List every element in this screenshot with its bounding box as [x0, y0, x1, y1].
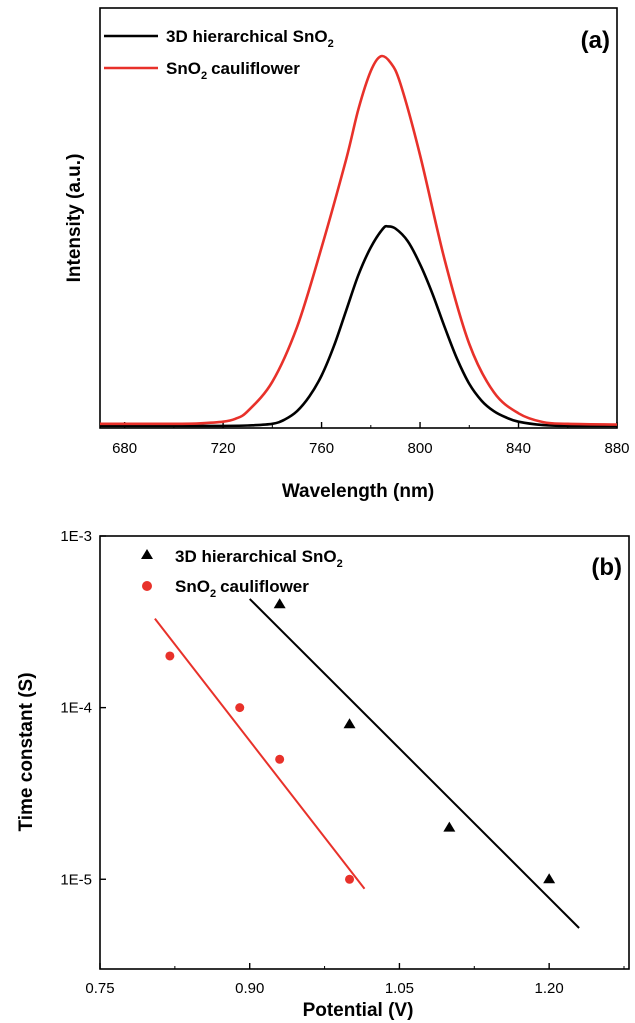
- panel-a-legend-label-cauliflower: SnO2 cauliflower: [166, 59, 300, 82]
- panel-a-x-tick-labels: 680 720 760 800 840 880: [112, 440, 629, 457]
- panel-b-3d-hierarchical-point: [443, 821, 456, 832]
- panel-b-cauliflower-point: [235, 703, 245, 713]
- panel-b-series: [154, 598, 580, 929]
- panel-b-x-axis-title: Potential (V): [303, 1000, 414, 1021]
- panel-b-y-tick-labels: 1E-5 1E-4 1E-3: [60, 528, 92, 888]
- panel-b-x-ticks: [99, 963, 625, 969]
- panel-b-legend-marker-3d: [141, 549, 153, 559]
- panel-b-legend: 3D hierarchical SnO2 SnO2 cauliflower: [141, 547, 343, 600]
- panel-a-x-axis-title: Wavelength (nm): [282, 481, 434, 502]
- panel-a-legend-label-3d: 3D hierarchical SnO2: [166, 27, 334, 50]
- panel-b-time-constant-chart: 0.75 0.90 1.05 1.20 1E-5 1E-4 1E-3 (b) Potent…: [16, 528, 630, 1021]
- panel-a-x-tick-label: 840: [506, 440, 531, 457]
- panel-a-spectrum-chart: 680 720 760 800 840 880 (a) Wavelength (nm) I…: [64, 7, 630, 502]
- panel-b-x-tick-labels: 0.75 0.90 1.05 1.20: [85, 980, 563, 997]
- panel-b-legend-marker-cauliflower: [142, 581, 152, 591]
- panel-b-legend-label-cauliflower: SnO2 cauliflower: [175, 577, 309, 600]
- panel-b-y-tick-label: 1E-4: [60, 700, 92, 717]
- panel-b-y-axis-title: Time constant (S): [16, 672, 37, 831]
- panel-a-x-tick-label: 720: [211, 440, 236, 457]
- panel-b-y-tick-label: 1E-5: [60, 871, 92, 888]
- panel-a-x-tick-label: 680: [112, 440, 137, 457]
- panel-a-label: (a): [581, 27, 610, 54]
- panel-b-3d-hierarchical-fit-line: [249, 598, 580, 929]
- panel-b-plot-frame: [99, 535, 630, 970]
- panel-a-plot-frame: [99, 7, 618, 429]
- panel-a-series: [99, 54, 618, 428]
- panel-a-series-3d-hierarchical-line: [99, 224, 618, 428]
- panel-b-x-tick-label: 0.90: [235, 980, 264, 997]
- panel-b-cauliflower-point: [165, 651, 175, 661]
- panel-b-legend-label-3d: 3D hierarchical SnO2: [175, 547, 343, 570]
- panel-b-label: (b): [591, 554, 622, 581]
- panel-a-x-tick-label: 800: [408, 440, 433, 457]
- panel-b-cauliflower-fit-line: [154, 618, 366, 890]
- panel-b-x-tick-label: 0.75: [85, 980, 114, 997]
- panel-b-3d-hierarchical-point: [543, 873, 556, 884]
- panel-b-y-tick-label: 1E-3: [60, 528, 92, 545]
- panel-b-x-tick-label: 1.20: [535, 980, 564, 997]
- panel-b-y-ticks: [100, 535, 106, 880]
- panel-a-legend: 3D hierarchical SnO2 SnO2 cauliflower: [104, 27, 334, 82]
- panel-b-x-tick-label: 1.05: [385, 980, 414, 997]
- panel-a-x-tick-label: 880: [604, 440, 629, 457]
- panel-b-3d-hierarchical-point: [343, 718, 356, 729]
- panel-a-series-cauliflower-line: [99, 54, 618, 426]
- panel-b-cauliflower-point: [345, 874, 355, 884]
- panel-b-cauliflower-point: [275, 754, 285, 764]
- panel-a-y-axis-title: Intensity (a.u.): [64, 154, 85, 283]
- panel-b-3d-hierarchical-point: [273, 598, 286, 609]
- panel-a-x-tick-label: 760: [309, 440, 334, 457]
